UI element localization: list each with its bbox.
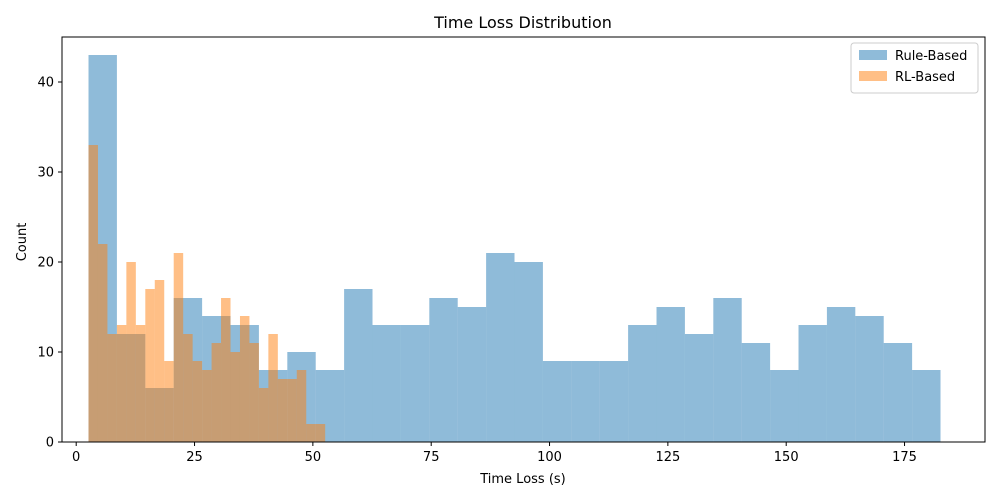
histogram-bar [429,298,458,442]
histogram-bar [656,307,685,442]
histogram-bar [306,424,316,442]
legend-label: RL-Based [895,70,955,85]
x-tick-label: 0 [72,450,80,465]
histogram-bar [628,325,657,442]
x-axis-label: Time Loss (s) [479,472,566,487]
histogram-bar [372,325,401,442]
histogram-bar [202,370,212,442]
histogram-bar [883,343,913,442]
legend-swatch [859,50,887,60]
histogram-bar [230,352,240,442]
legend-label: Rule-Based [895,49,967,64]
y-tick-label: 30 [37,166,54,181]
y-tick-label: 10 [37,346,54,361]
histogram-bar [239,316,250,442]
histogram-bar [107,334,117,442]
histogram-bar [173,253,184,442]
histogram-bar [183,334,193,442]
histogram-bar [221,298,231,442]
histogram-bar [542,361,572,442]
histogram-bar [684,334,714,442]
x-tick-label: 125 [655,450,680,465]
y-tick-label: 20 [37,256,54,271]
histogram-bar [713,298,742,442]
legend-swatch [859,71,887,81]
histogram-bar [211,343,222,442]
histogram-bar [88,145,98,442]
chart-title: Time Loss Distribution [433,13,612,32]
plot-frame [61,36,986,443]
x-tick-label: 100 [537,450,562,465]
y-tick-label: 0 [46,436,54,451]
histogram-bar [514,262,543,442]
x-tick-label: 175 [892,450,917,465]
histogram-bar [192,361,203,442]
histogram-bar [258,388,269,442]
histogram-bar [277,379,288,442]
histogram-bar [599,361,629,442]
histogram-bar [287,379,297,442]
x-tick-label: 75 [423,450,440,465]
histogram-bar [741,343,771,442]
legend: Rule-Based RL-Based [850,42,979,94]
y-axis-label: Count [15,223,30,262]
histogram-bar [164,361,174,442]
histogram-bar [116,325,127,442]
histogram-bar [296,370,307,442]
histogram-bar [571,361,600,442]
axes-layer: 0 25 50 75 100 125 150 175 0 10 20 30 40 [37,36,986,465]
histogram-bar [344,289,373,442]
x-tick-label: 50 [305,450,322,465]
histogram-bar [249,343,259,442]
series-1 [88,145,326,442]
histogram-bar [135,325,146,442]
y-tick-label: 40 [37,76,54,91]
histogram-bar [826,307,856,442]
histogram-bar [400,325,430,442]
histogram-bar [268,334,278,442]
x-tick-label: 25 [186,450,203,465]
bars-layer [88,55,941,442]
histogram-bar [912,370,941,442]
histogram-bar [855,316,884,442]
histogram-bar [154,280,165,442]
histogram-bar [486,253,515,442]
histogram-bar [126,262,136,442]
x-tick-label: 150 [774,450,799,465]
histogram-bar [770,370,799,442]
histogram-bar [315,424,326,442]
histogram-bar [97,244,108,442]
histogram-bar [798,325,827,442]
histogram-bar [457,307,487,442]
histogram-bar [145,289,155,442]
